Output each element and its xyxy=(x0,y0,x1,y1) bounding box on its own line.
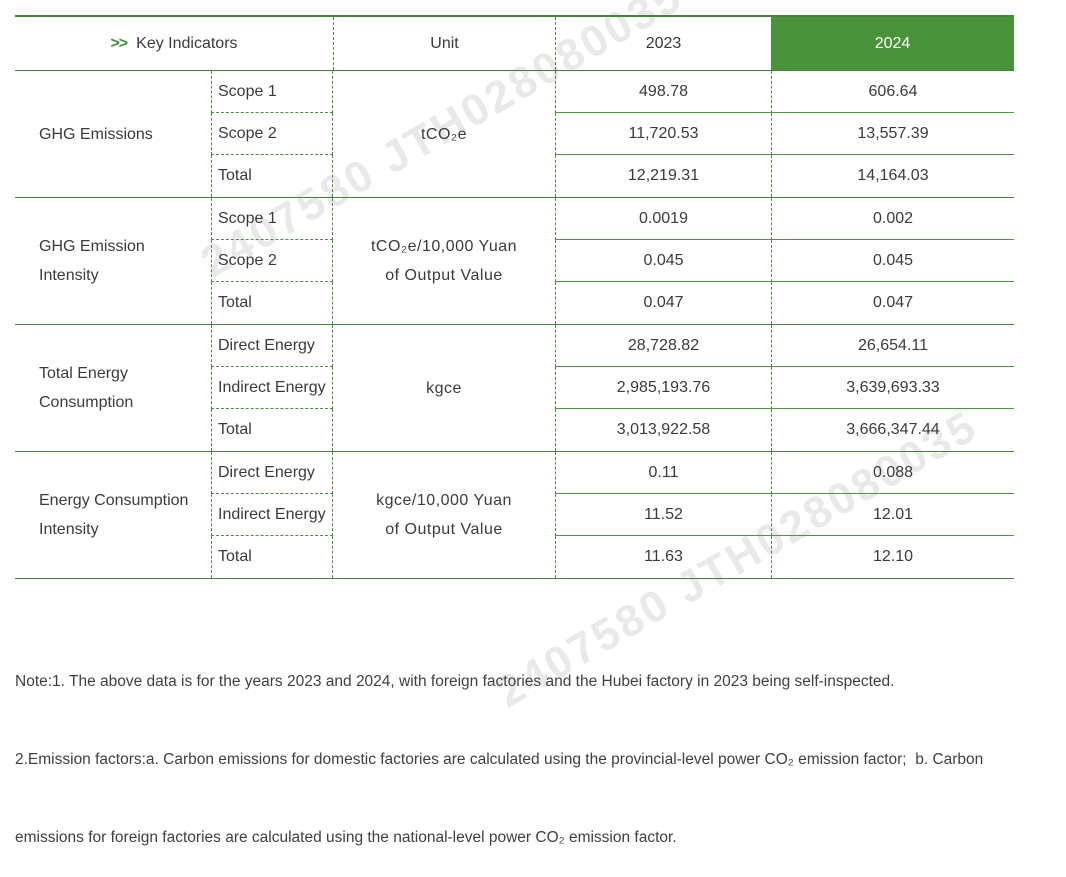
value-2024: 3,639,693.33 xyxy=(771,367,1014,409)
value-2023: 498.78 xyxy=(555,71,771,113)
value-2023: 28,728.82 xyxy=(555,325,771,367)
value-2023: 3,013,922.58 xyxy=(555,409,771,451)
table-header-row: >> Key Indicators Unit 2023 2024 xyxy=(15,15,1014,71)
group-label: GHG Emissions xyxy=(39,125,153,143)
value-2024: 12.01 xyxy=(771,494,1014,536)
sub-label: Direct Energy xyxy=(211,452,333,494)
col-header-key-indicators: >> Key Indicators xyxy=(15,17,333,70)
key-indicators-table: >> Key Indicators Unit 2023 2024 GHG Emi… xyxy=(15,15,1014,579)
unit-cell: tCO₂e/10,000 Yuan of Output Value xyxy=(333,198,555,324)
value-2024: 0.047 xyxy=(771,282,1014,324)
col-header-key-indicators-label: Key Indicators xyxy=(136,34,238,52)
value-2024: 3,666,347.44 xyxy=(771,409,1014,451)
value-2023: 11.52 xyxy=(555,494,771,536)
col-header-unit: Unit xyxy=(333,17,555,70)
value-2023: 2,985,193.76 xyxy=(555,367,771,409)
section-total-energy-consumption: Total Energy Consumption Direct Energy I… xyxy=(15,325,1014,452)
sub-label: Indirect Energy xyxy=(211,367,333,409)
sub-label: Indirect Energy xyxy=(211,494,333,536)
unit-line: kgce/10,000 Yuan xyxy=(376,492,512,509)
value-2024: 0.088 xyxy=(771,452,1014,494)
value-2023: 11,720.53 xyxy=(555,113,771,155)
group-label: GHG Emission Intensity xyxy=(39,238,145,284)
section-ghg-emissions: GHG Emissions Scope 1 Scope 2 Total tCO₂… xyxy=(15,71,1014,198)
sub-label: Scope 1 xyxy=(211,198,333,240)
col-header-2023: 2023 xyxy=(555,17,771,70)
value-2024: 13,557.39 xyxy=(771,113,1014,155)
value-2024: 0.045 xyxy=(771,240,1014,282)
unit-line: kgce xyxy=(426,379,462,397)
unit-line: of Output Value xyxy=(385,267,503,284)
note-line: Note:1. The above data is for the years … xyxy=(15,673,895,690)
value-2023: 0.047 xyxy=(555,282,771,324)
unit-cell: tCO₂e xyxy=(333,71,555,197)
group-label: Total Energy Consumption xyxy=(39,365,134,411)
sub-label: Scope 2 xyxy=(211,240,333,282)
value-2024: 26,654.11 xyxy=(771,325,1014,367)
sub-label: Scope 1 xyxy=(211,71,333,113)
value-2023: 0.11 xyxy=(555,452,771,494)
section-energy-consumption-intensity: Energy Consumption Intensity Direct Ener… xyxy=(15,452,1014,579)
value-2024: 14,164.03 xyxy=(771,155,1014,197)
footnotes: Note:1. The above data is for the years … xyxy=(15,617,1060,877)
col-header-2024: 2024 xyxy=(771,17,1014,70)
unit-line: tCO₂e xyxy=(420,125,468,143)
note-line: emissions for foreign factories are calc… xyxy=(15,829,677,846)
unit-cell: kgce xyxy=(333,325,555,451)
value-2023: 12,219.31 xyxy=(555,155,771,197)
sub-label: Total xyxy=(211,282,333,324)
sub-label: Total xyxy=(211,409,333,451)
value-2023: 0.0019 xyxy=(555,198,771,240)
unit-cell: kgce/10,000 Yuan of Output Value xyxy=(333,452,555,578)
double-chevron-icon: >> xyxy=(110,34,128,52)
note-line: 2.Emission factors:a. Carbon emissions f… xyxy=(15,751,984,768)
value-2024: 12.10 xyxy=(771,536,1014,578)
sub-label: Total xyxy=(211,155,333,197)
group-label: Energy Consumption Intensity xyxy=(39,492,189,538)
value-2024: 0.002 xyxy=(771,198,1014,240)
value-2023: 0.045 xyxy=(555,240,771,282)
value-2024: 606.64 xyxy=(771,71,1014,113)
unit-line: of Output Value xyxy=(385,521,503,538)
sub-label: Scope 2 xyxy=(211,113,333,155)
unit-line: tCO₂e/10,000 Yuan xyxy=(370,238,518,255)
section-ghg-emission-intensity: GHG Emission Intensity Scope 1 Scope 2 T… xyxy=(15,198,1014,325)
value-2023: 11.63 xyxy=(555,536,771,578)
sub-label: Total xyxy=(211,536,333,578)
sub-label: Direct Energy xyxy=(211,325,333,367)
